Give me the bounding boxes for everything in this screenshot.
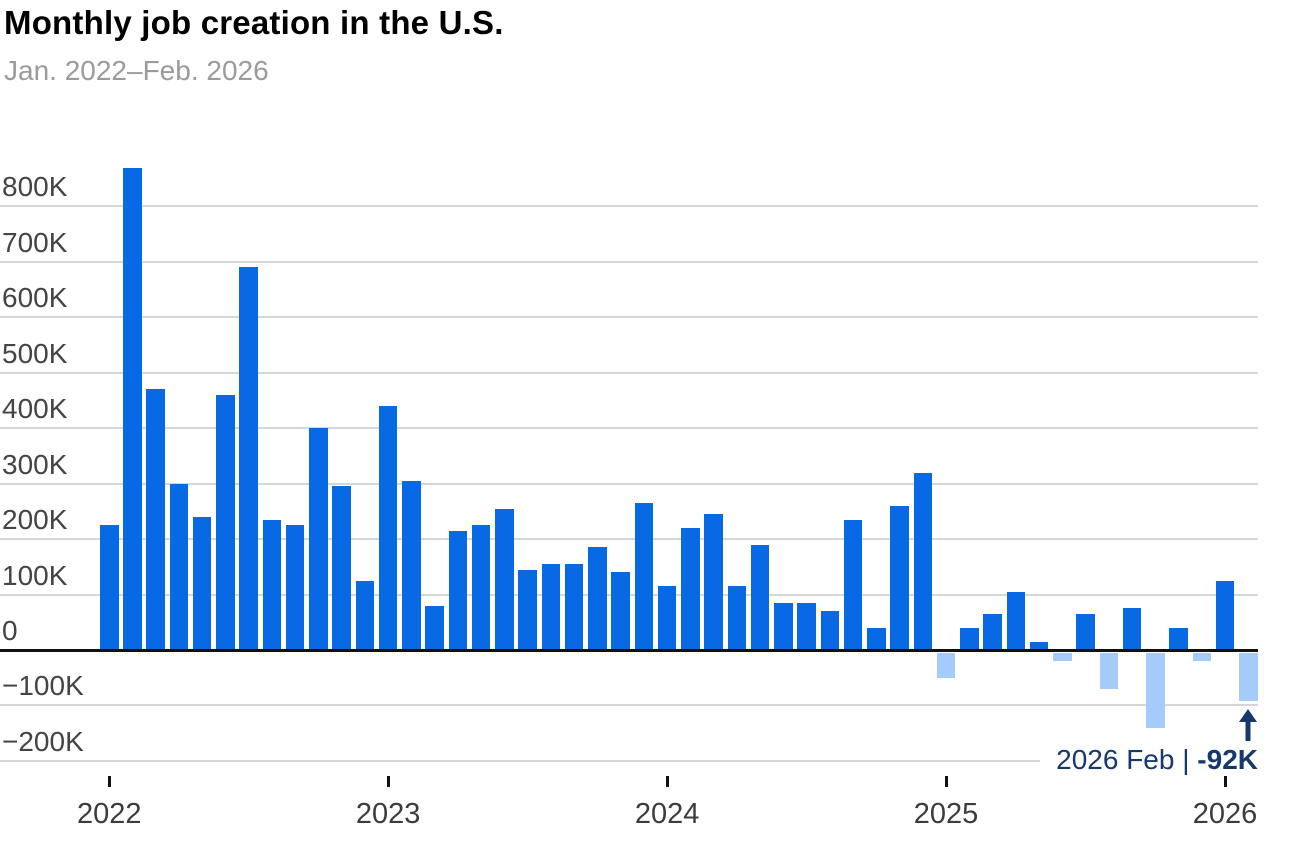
- gridline-minus-100K: [0, 704, 1258, 707]
- bar-feb-2025[interactable]: [960, 627, 979, 650]
- bar-apr-2022[interactable]: [169, 483, 189, 650]
- y-axis-label-minus-100K: −100K: [2, 670, 84, 702]
- bar-jun-2024[interactable]: [774, 602, 793, 650]
- x-axis-label-2024: 2024: [634, 798, 700, 830]
- bar-dec-2023[interactable]: [634, 503, 654, 650]
- annotation-up-arrow-icon: [1239, 709, 1257, 741]
- bar-nov-2025[interactable]: [1169, 627, 1188, 650]
- bar-sep-2023[interactable]: [564, 564, 584, 650]
- bar-jan-2025[interactable]: [936, 653, 956, 678]
- bar-mar-2022[interactable]: [146, 389, 165, 650]
- bar-jun-2023[interactable]: [495, 508, 514, 650]
- bar-mar-2024[interactable]: [704, 514, 723, 650]
- gridline-400K: [0, 427, 1258, 430]
- bar-dec-2025[interactable]: [1192, 653, 1211, 662]
- bar-feb-2026[interactable]: [1239, 653, 1258, 701]
- y-axis-label-minus-200K: −200K: [2, 725, 84, 757]
- bar-may-2025[interactable]: [1029, 641, 1049, 650]
- bar-feb-2024[interactable]: [681, 528, 700, 650]
- chart-header: Monthly job creation in the U.S. Jan. 20…: [4, 4, 504, 88]
- y-axis-label-300K: 300K: [2, 448, 68, 480]
- y-axis-label-100K: 100K: [2, 559, 68, 591]
- bar-jul-2023[interactable]: [518, 569, 537, 650]
- annotation-month: 2026 Feb: [1056, 744, 1175, 775]
- bar-apr-2024[interactable]: [727, 586, 747, 650]
- bar-nov-2023[interactable]: [611, 572, 630, 650]
- x-axis-tick-2024: [665, 776, 669, 787]
- x-axis-label-2023: 2023: [355, 798, 421, 830]
- bar-aug-2025[interactable]: [1099, 653, 1119, 689]
- zero-axis-line: [0, 649, 1258, 652]
- x-axis-tick-2026: [1223, 776, 1227, 787]
- bar-feb-2023[interactable]: [402, 480, 421, 650]
- bar-jul-2024[interactable]: [797, 602, 816, 650]
- bar-sep-2024[interactable]: [843, 519, 863, 650]
- bar-apr-2023[interactable]: [448, 530, 468, 650]
- bar-oct-2024[interactable]: [867, 627, 886, 650]
- bar-jan-2022[interactable]: [100, 525, 119, 650]
- bar-oct-2025[interactable]: [1146, 653, 1165, 728]
- bar-feb-2022[interactable]: [123, 167, 142, 650]
- bar-oct-2022[interactable]: [309, 428, 328, 650]
- bar-may-2022[interactable]: [192, 516, 212, 650]
- x-axis-label-2026: 2026: [1192, 798, 1258, 830]
- y-axis-label-0: 0: [2, 615, 18, 646]
- x-axis-tick-2023: [386, 776, 390, 787]
- gridline-800K: [0, 205, 1258, 208]
- bar-nov-2022[interactable]: [332, 486, 351, 650]
- bar-may-2023[interactable]: [471, 525, 491, 650]
- bar-jul-2022[interactable]: [239, 267, 258, 650]
- annotation-separator: [1174, 744, 1183, 775]
- x-axis-tick-2022: [107, 776, 111, 787]
- x-axis-label-2025: 2025: [913, 798, 979, 830]
- bar-dec-2024[interactable]: [913, 472, 933, 650]
- chart-title: Monthly job creation in the U.S.: [4, 4, 504, 41]
- x-axis-label-2022: 2022: [76, 798, 142, 830]
- bar-jan-2024[interactable]: [657, 586, 677, 650]
- bar-jul-2025[interactable]: [1076, 613, 1095, 650]
- bar-dec-2022[interactable]: [355, 580, 375, 650]
- bar-mar-2023[interactable]: [425, 605, 444, 650]
- y-axis-label-700K: 700K: [2, 226, 68, 258]
- bar-jun-2022[interactable]: [216, 394, 235, 650]
- bar-sep-2022[interactable]: [285, 525, 305, 650]
- gridline-200K: [0, 538, 1258, 541]
- annotation-value: -92K: [1197, 744, 1258, 775]
- bar-oct-2023[interactable]: [588, 547, 607, 650]
- bar-sep-2025[interactable]: [1122, 608, 1142, 650]
- annotation-pipe: |: [1182, 744, 1190, 775]
- gridline-minus-200K: [0, 759, 1040, 762]
- bar-nov-2024[interactable]: [890, 505, 909, 650]
- annotation-label: 2026 Feb | -92K: [1056, 744, 1258, 776]
- gridline-300K: [0, 482, 1258, 485]
- bar-aug-2023[interactable]: [541, 564, 561, 650]
- y-axis-label-600K: 600K: [2, 282, 68, 314]
- bar-jun-2025[interactable]: [1053, 653, 1072, 662]
- y-axis-label-200K: 200K: [2, 504, 68, 536]
- y-axis-label-500K: 500K: [2, 337, 68, 369]
- x-axis-tick-2025: [944, 776, 948, 787]
- bar-mar-2025[interactable]: [983, 613, 1002, 650]
- bar-apr-2025[interactable]: [1006, 591, 1026, 650]
- bar-aug-2022[interactable]: [262, 519, 282, 650]
- bar-jan-2023[interactable]: [378, 406, 398, 650]
- bar-aug-2024[interactable]: [820, 611, 840, 650]
- gridline-600K: [0, 316, 1258, 319]
- y-axis-label-800K: 800K: [2, 171, 68, 203]
- chart-subtitle: Jan. 2022–Feb. 2026: [4, 55, 269, 86]
- gridline-700K: [0, 260, 1258, 263]
- y-axis-label-400K: 400K: [2, 393, 68, 425]
- annotation-space: [1189, 744, 1198, 775]
- bar-jan-2026[interactable]: [1215, 580, 1235, 650]
- bar-may-2024[interactable]: [750, 544, 770, 650]
- gridline-500K: [0, 371, 1258, 374]
